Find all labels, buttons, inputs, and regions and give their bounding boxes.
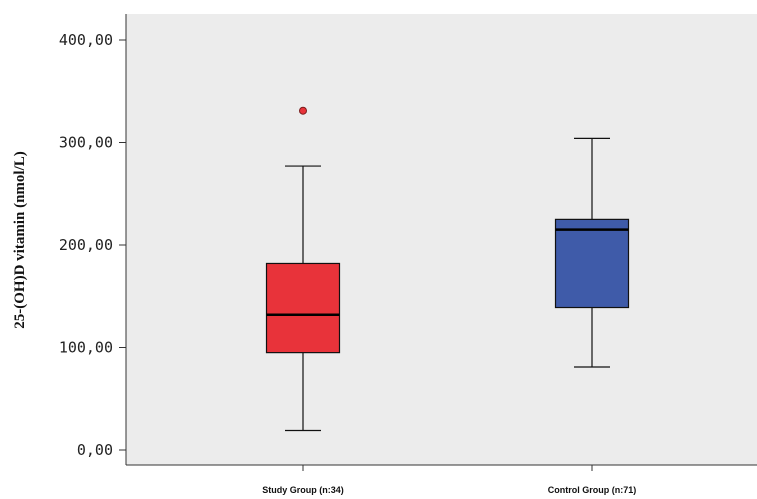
y-tick-label: 400,00	[59, 31, 113, 49]
box-iqr	[265, 262, 341, 354]
y-tick-label: 200,00	[59, 236, 113, 254]
x-category-label: Study Group (n:34)	[262, 485, 344, 495]
x-category-label: Control Group (n:71)	[548, 485, 637, 495]
outlier-point	[299, 106, 307, 115]
y-tick-label: 0,00	[77, 441, 113, 459]
x-axis-ticks: Study Group (n:34) Control Group (n:71)	[262, 465, 636, 495]
y-tick-label: 300,00	[59, 134, 113, 152]
box-study-group	[265, 106, 341, 432]
y-tick-label: 100,00	[59, 339, 113, 357]
box-iqr	[554, 218, 630, 309]
y-axis-title: 25-(OH)D vitamin (nmol/L)	[12, 151, 28, 329]
plot-area	[126, 14, 757, 465]
box-series	[265, 106, 630, 432]
y-axis-ticks: 0,00 100,00 200,00 300,00 400,00	[59, 31, 126, 459]
box-control-group	[554, 137, 630, 368]
